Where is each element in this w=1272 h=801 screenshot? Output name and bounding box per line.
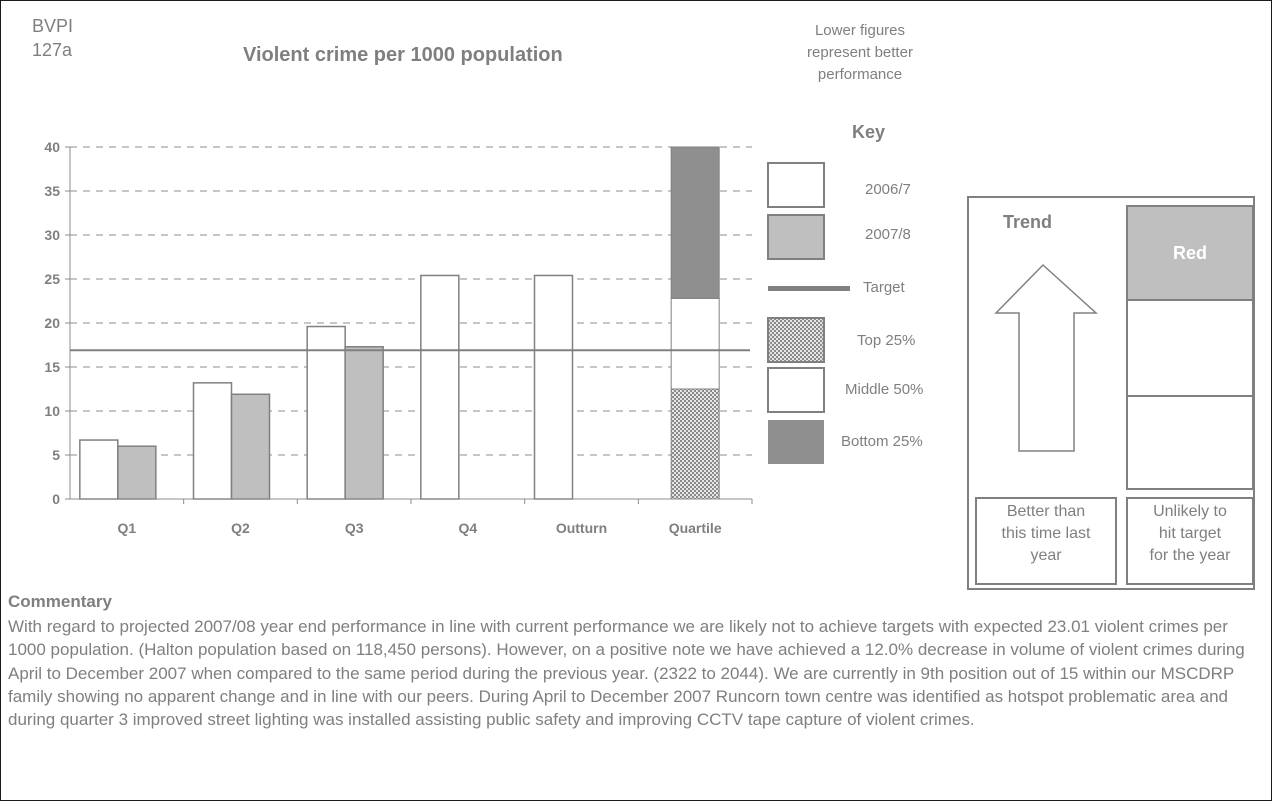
y-tick-label: 25 <box>44 271 60 287</box>
note-line-1: Lower figures <box>814 22 906 39</box>
status-panel <box>967 196 1255 590</box>
bar <box>420 274 460 500</box>
key-title: Key <box>852 122 886 142</box>
x-tick-label: Q2 <box>231 520 250 536</box>
y-tick-label: 30 <box>44 227 60 243</box>
key-swatch-target <box>768 286 850 291</box>
quartile-middle-50 <box>670 297 720 390</box>
y-tick-label: 15 <box>44 359 60 375</box>
key-swatch-2006-7 <box>767 162 825 208</box>
commentary-title: Commentary <box>8 592 112 611</box>
y-tick-label: 35 <box>44 183 60 199</box>
y-tick-label: 5 <box>52 447 60 463</box>
x-tick-label: Quartile <box>669 520 722 536</box>
bar-chart: 0 5 10 15 20 25 30 35 40 Q1 Q2 Q3 Q4 Outturn Quartile <box>44 139 1098 536</box>
bar <box>117 445 157 500</box>
key-label-2007-8: 2007/8 <box>865 226 911 243</box>
note-line-2: represent better <box>807 44 913 61</box>
quartile-bottom-25 <box>670 146 720 299</box>
traffic-caption-box: Unlikely to hit target for the year <box>1126 497 1254 585</box>
key-label-2006-7: 2006/7 <box>865 181 911 198</box>
y-tick-label: 10 <box>44 403 60 419</box>
bar <box>533 274 574 500</box>
indicator-code: BVPI 127a <box>32 14 73 62</box>
y-tick-label: 20 <box>44 315 60 331</box>
traffic-light-amber-cell <box>1126 299 1254 397</box>
y-tick-label: 40 <box>44 139 60 155</box>
trend-title: Trend <box>1003 212 1053 232</box>
chart-title: Violent crime per 1000 population <box>243 44 563 66</box>
traffic-caption-line-2: hit target <box>1158 525 1222 542</box>
trend-caption-line-3: year <box>1030 547 1062 564</box>
x-tick-label: Q4 <box>458 520 477 536</box>
quartile-top-25 <box>670 388 720 500</box>
key-symbols <box>767 162 850 464</box>
bar <box>344 346 384 500</box>
key-label-target: Target <box>863 279 905 296</box>
key-label-top-25: Top 25% <box>857 332 916 349</box>
commentary-body: With regard to projected 2007/08 year en… <box>8 617 1245 730</box>
traffic-light-label: Red <box>1172 243 1207 263</box>
grid-lines <box>70 146 752 456</box>
key-swatch-top-25 <box>767 317 825 363</box>
note-line-3: performance <box>817 66 903 83</box>
trend-caption-line-1: Better than <box>1006 503 1086 520</box>
key-swatch-bottom-25 <box>768 420 824 464</box>
trend-arrow-up-icon <box>994 263 1098 452</box>
key-label-bottom-25: Bottom 25% <box>841 433 923 450</box>
traffic-caption-line-3: for the year <box>1149 547 1231 564</box>
x-axis-ticks: Q1 Q2 Q3 Q4 Outturn Quartile <box>70 498 753 536</box>
trend-caption-box: Better than this time last year <box>975 497 1117 585</box>
traffic-caption-line-1: Unlikely to <box>1153 503 1227 520</box>
key-swatch-2007-8 <box>767 214 825 260</box>
bar <box>192 382 233 500</box>
y-tick-label: 0 <box>52 491 60 507</box>
x-tick-label: Q1 <box>117 520 136 536</box>
x-tick-label: Q3 <box>345 520 364 536</box>
traffic-light-green-cell <box>1126 395 1254 490</box>
performance-note: Lower figures represent better performan… <box>750 20 970 86</box>
bar <box>306 325 346 500</box>
key-swatch-middle-50 <box>767 367 825 413</box>
trend-caption-line-2: this time last <box>1001 525 1091 542</box>
x-tick-label: Outturn <box>556 520 607 536</box>
indicator-code-line1: BVPI <box>32 16 74 36</box>
bar <box>230 393 271 500</box>
key-label-middle-50: Middle 50% <box>845 381 924 398</box>
bar <box>79 439 119 500</box>
y-axis-ticks: 0 5 10 15 20 25 30 35 40 <box>44 139 71 507</box>
bars <box>70 146 750 500</box>
indicator-code-line2: 127a <box>32 40 73 60</box>
trend-arrow-group <box>994 263 1098 452</box>
